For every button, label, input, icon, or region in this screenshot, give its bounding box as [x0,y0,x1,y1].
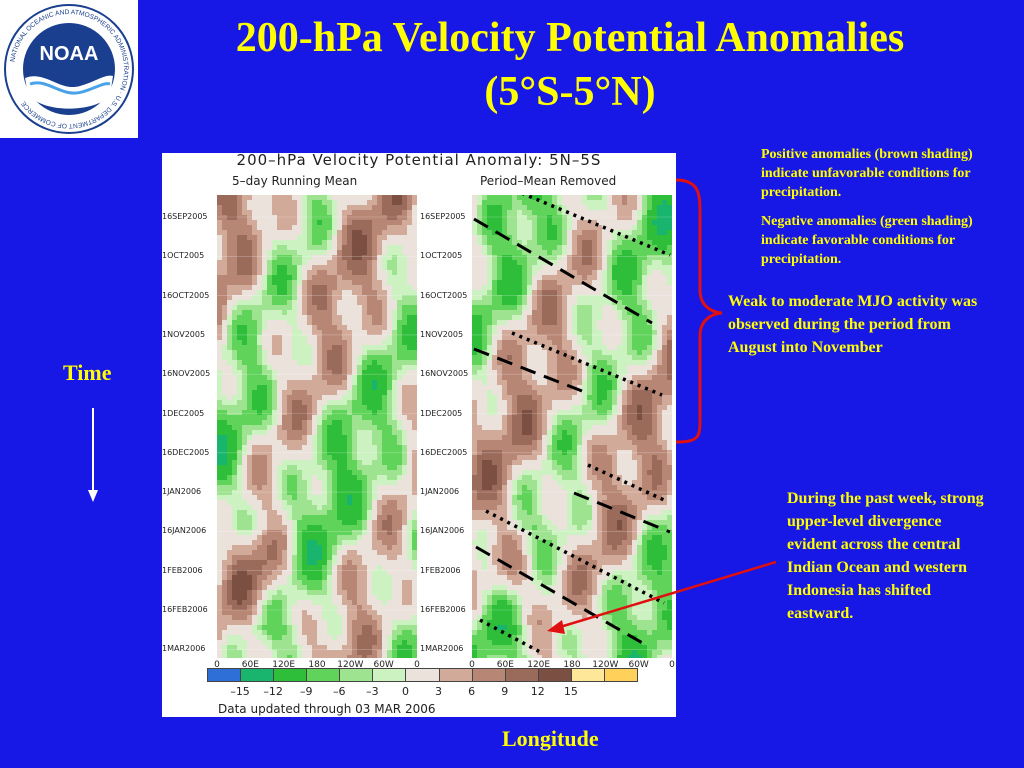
longitude-tick-label: 120W [337,660,364,670]
date-tick-label: 16NOV2005 [162,369,211,379]
longitude-tick-label: 60E [496,660,514,670]
noaa-logo: NOAA NATIONAL OCEANIC AND ATMOSPHERIC AD… [0,0,138,138]
colorbar-label: –6 [333,685,346,698]
longitude-tick-label: 120E [527,660,551,670]
negative-anomaly-note: Negative anomalies (green shading) indic… [761,214,973,267]
longitude-tick-label: 180 [308,660,326,670]
mjo-dotted-line [521,195,671,257]
right-panel-subtitle: Period–Mean Removed [480,174,617,188]
colorbar-label: –12 [263,685,283,698]
date-tick-label: 16SEP2005 [162,212,208,221]
date-tick-label: 16FEB2006 [420,605,466,614]
date-tick-label: 1JAN2006 [162,487,202,497]
date-tick-label: 1DEC2005 [420,408,463,418]
mjo-dotted-line [587,463,665,502]
mjo-dotted-line [485,509,665,605]
mjo-dotted-line [511,331,663,397]
time-axis-label: Time [63,360,112,385]
colorbar-label: –3 [366,685,379,698]
longitude-tick-label: 0 [214,660,220,670]
date-tick-label: 1JAN2006 [420,487,460,497]
page-title: 200-hPa Velocity Potential Anomalies [235,15,905,61]
date-tick-label: 1OCT2005 [420,251,463,261]
mjo-dashed-line [473,347,583,393]
colorbar-segment [339,668,374,682]
colorbar-segment [405,668,440,682]
longitude-tick-label: 0 [469,660,475,670]
brace-icon [675,178,723,444]
anomaly-field [472,195,672,658]
past-week-note: During the past week, strong upper-level… [787,490,984,622]
colorbar-segment [537,668,572,682]
left-panel-subtitle: 5–day Running Mean [232,174,358,188]
time-arrow-icon [88,408,98,502]
mjo-dashed-line [573,491,671,534]
noaa-emblem-icon: NOAA NATIONAL OCEANIC AND ATMOSPHERIC AD… [4,4,134,134]
date-tick-label: 16JAN2006 [162,526,207,536]
colorbar-label: –9 [299,685,313,698]
longitude-tick-label: 180 [563,660,581,670]
longitude-tick-label: 0 [414,660,420,670]
mjo-dashed-line [475,545,647,647]
left-hovmoller-panel [217,195,417,658]
longitude-tick-label: 120E [272,660,296,670]
colorbar-label: 15 [563,685,578,698]
colorbar-label: 9 [501,685,509,698]
colorbar-segment [603,668,638,682]
longitude-axis-label: Longitude [502,726,599,751]
date-tick-label: 1NOV2005 [420,329,464,339]
date-tick-label: 16SEP2005 [420,212,466,221]
date-tick-label: 16DEC2005 [162,447,210,457]
mjo-activity-note: Weak to moderate MJO activity was observ… [728,293,978,356]
colorbar-label: 3 [435,685,443,698]
mjo-dotted-line [479,618,543,655]
date-tick-label: 16JAN2006 [420,526,465,536]
date-tick-label: 16OCT2005 [420,290,468,300]
date-tick-label: 16NOV2005 [420,369,469,379]
colorbar-segment [240,668,275,682]
figure-footer: Data updated through 03 MAR 2006 [218,702,436,716]
colorbar-segment [438,668,473,682]
date-tick-label: 1FEB2006 [420,565,461,575]
longitude-tick-label: 0 [669,660,675,670]
colorbar-segment [570,668,605,682]
colorbar-segment [471,668,506,682]
longitude-tick-label: 60W [373,660,394,670]
right-hovmoller-panel [472,195,672,658]
anomaly-field [217,195,417,658]
date-tick-label: 1MAR2006 [162,644,206,654]
figure-title: 200–hPa Velocity Potential Anomaly: 5N–5… [236,153,602,169]
longitude-tick-label: 60W [628,660,649,670]
date-tick-label: 1OCT2005 [162,251,205,261]
colorbar-segment [273,668,308,682]
date-tick-label: 16FEB2006 [162,605,208,614]
positive-anomaly-note: Positive anomalies (brown shading) indic… [761,147,973,200]
colorbar-label: 6 [468,685,476,698]
page-subtitle: (5°S-5°N) [484,69,656,115]
colorbar-label: 12 [530,685,545,698]
longitude-tick-label: 60E [241,660,259,670]
colorbar-segment [306,668,341,682]
date-tick-label: 1NOV2005 [162,329,206,339]
colorbar-segment [504,668,539,682]
hovmoller-figure: 200–hPa Velocity Potential Anomaly: 5N–5… [162,153,676,717]
longitude-tick-label: 120W [592,660,619,670]
date-tick-label: 1DEC2005 [162,408,205,418]
svg-text:NOAA: NOAA [40,43,99,65]
mjo-dashed-line [473,217,653,325]
colorbar-label: 0 [401,685,409,698]
colorbar-segment [372,668,407,682]
colorbar-label: –15 [230,685,250,698]
date-tick-label: 16DEC2005 [420,447,468,457]
date-tick-label: 16OCT2005 [162,290,210,300]
colorbar-segment [207,668,242,682]
date-tick-label: 1MAR2006 [420,644,464,654]
date-tick-label: 1FEB2006 [162,565,203,575]
